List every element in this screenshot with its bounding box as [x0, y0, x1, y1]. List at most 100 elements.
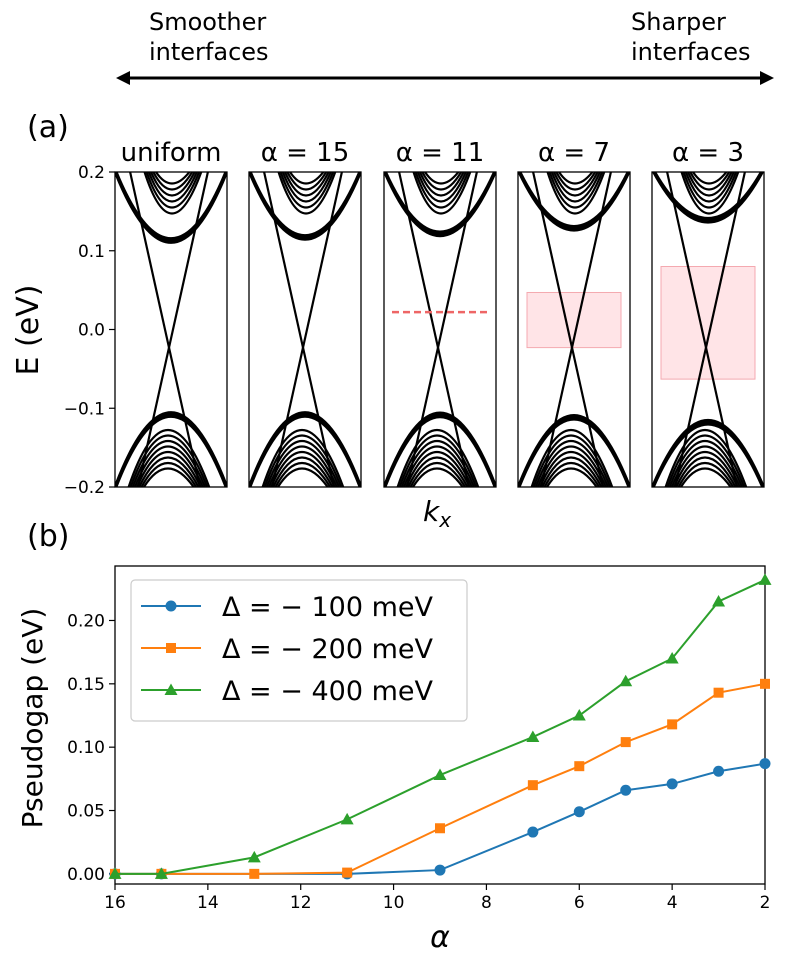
bands	[249, 172, 361, 487]
crossing-band	[262, 172, 336, 487]
lower-band	[672, 450, 739, 487]
data-point-circle	[527, 826, 539, 838]
panel-b-ylabel: Pseudogap (eV)	[16, 608, 49, 829]
crossing-band	[397, 172, 471, 487]
upper-band	[552, 172, 599, 197]
data-point-square	[435, 823, 445, 834]
lower-band	[276, 467, 329, 487]
pseudogap-chart: 16 14 12 10 8 6 4 2 0.00 0.05 0.10 0.15 0.20 Δ = − 10…	[67, 565, 772, 913]
upper-band	[684, 172, 735, 203]
legend-label: Δ = − 400 meV	[222, 676, 433, 707]
valence-band	[518, 418, 630, 487]
data-point-square	[667, 719, 678, 730]
lower-band	[545, 467, 598, 487]
upper-band	[147, 172, 198, 203]
data-point-triangle	[154, 867, 168, 879]
data-point-triangle	[247, 850, 261, 863]
crossing-band	[531, 172, 605, 487]
data-point-triangle	[758, 573, 772, 585]
conduction-band	[519, 172, 629, 228]
upper-band	[418, 172, 465, 197]
panel-a-subplots: uniform α = 15 α = 11 α = 7 α = 3	[114, 138, 765, 488]
data-point-square	[342, 867, 353, 878]
upper-band	[414, 172, 470, 209]
crossing-band	[539, 172, 613, 487]
lower-band	[267, 445, 338, 487]
panel-a-ytick-label: 0.2	[78, 163, 105, 183]
x-tick-label: 4	[667, 893, 678, 913]
band-subplot-3: α = 7	[517, 138, 631, 488]
panel-a-ytick-label: −0.1	[64, 399, 105, 419]
upper-band	[550, 172, 601, 203]
upper-band	[143, 172, 203, 215]
conduction-band	[384, 172, 496, 233]
valence-band	[384, 416, 496, 487]
valence-band	[115, 415, 227, 487]
data-point-circle	[713, 765, 725, 777]
upper-band	[689, 172, 731, 191]
data-point-circle	[620, 784, 632, 796]
subplot-frame	[383, 171, 497, 488]
conduction-band	[249, 172, 361, 237]
subplot-frame	[248, 171, 362, 488]
lower-band	[138, 456, 200, 487]
band-subplot-2: α = 11	[383, 138, 497, 488]
pseudogap-band	[660, 266, 756, 380]
data-point-square	[249, 868, 260, 879]
y-tick-label: 0.05	[67, 802, 105, 822]
lower-band	[140, 462, 198, 487]
upper-band	[277, 172, 337, 215]
conduction-band	[652, 172, 764, 221]
lower-band	[538, 450, 605, 487]
valence-band	[652, 423, 764, 487]
x-tick-label: 2	[760, 893, 771, 913]
upper-band	[145, 172, 201, 209]
lower-band	[272, 456, 334, 487]
subplot-title: α = 3	[672, 138, 744, 168]
upper-band	[421, 172, 463, 191]
upper-band	[680, 172, 740, 215]
data-point-triangle	[619, 674, 633, 687]
data-point-triangle	[433, 768, 447, 781]
data-point-square	[760, 678, 770, 689]
x-tick-label: 16	[104, 893, 126, 913]
subplot-title: α = 11	[396, 138, 485, 168]
data-point-triangle	[712, 594, 726, 607]
subplot-title: α = 7	[538, 138, 610, 168]
lower-band	[534, 439, 610, 487]
lower-band	[530, 429, 614, 487]
series-line	[115, 762, 766, 875]
y-tick-label: 0.10	[67, 738, 105, 758]
lower-band	[265, 439, 341, 487]
panel-b-xlabel: α	[430, 920, 450, 955]
lower-band	[536, 445, 607, 487]
conduction-band	[115, 172, 227, 240]
band-subplot-1: α = 15	[248, 138, 362, 488]
lower-band	[532, 434, 612, 487]
series-2	[108, 573, 772, 879]
lower-band	[679, 467, 732, 487]
upper-band	[279, 172, 335, 209]
smoother-label-line2-text: interfaces	[149, 38, 269, 66]
upper-band	[416, 172, 467, 203]
band-subplot-4: α = 3	[651, 138, 765, 488]
upper-band	[149, 172, 196, 197]
legend-label: Δ = − 100 meV	[222, 592, 433, 623]
lower-band	[541, 456, 603, 487]
data-point-triangle	[340, 812, 354, 825]
upper-band	[682, 172, 738, 209]
lower-band	[398, 434, 478, 487]
data-point-triangle	[108, 867, 122, 879]
valence-band	[115, 414, 227, 487]
bands	[384, 172, 496, 487]
lower-band	[274, 462, 332, 487]
data-point-circle	[573, 806, 585, 818]
panel-a-xlabel: kx	[423, 495, 451, 532]
upper-band	[546, 172, 606, 215]
lower-band	[129, 434, 209, 487]
x-tick-label: 12	[290, 893, 312, 913]
lower-band	[261, 429, 345, 487]
upper-band	[286, 172, 328, 191]
lower-band	[404, 450, 471, 487]
